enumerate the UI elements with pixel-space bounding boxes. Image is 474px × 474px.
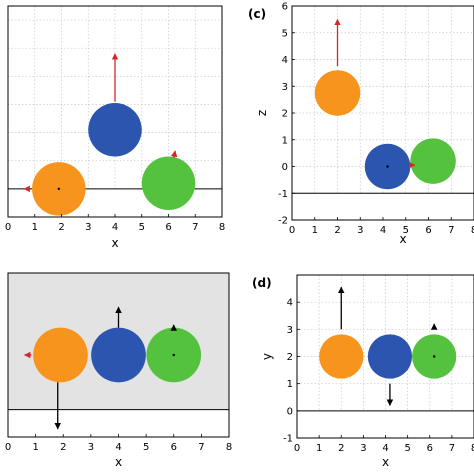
x-axis-label: x [382, 455, 389, 469]
x-tick-label: 2 [338, 443, 344, 454]
y-tick-label: 5 [282, 28, 288, 39]
x-tick-label: 3 [357, 225, 363, 236]
x-tick-label: 7 [449, 443, 455, 454]
y-axis-label: y [260, 353, 274, 360]
y-tick-label: 0 [282, 162, 288, 173]
x-tick-label: 4 [380, 225, 386, 236]
x-tick-label: 2 [58, 222, 64, 233]
x-tick-label: 7 [448, 225, 454, 236]
x-tick-label: 3 [85, 222, 91, 233]
plot-area [297, 275, 474, 438]
x-tick-label: 6 [425, 225, 431, 236]
ground-region [8, 409, 229, 437]
plot-area [8, 6, 222, 217]
x-axis-label: x [111, 236, 118, 250]
x-tick-label: 1 [312, 225, 318, 236]
particle-center [57, 187, 61, 191]
y-tick-label: 1 [287, 379, 293, 390]
panel-label: (c) [248, 7, 266, 21]
x-tick-label: 4 [115, 442, 121, 453]
y-tick-label: 0 [287, 406, 293, 417]
x-tick-label: 8 [226, 442, 232, 453]
x-axis-label: x [399, 232, 406, 246]
y-tick-label: -2 [278, 216, 288, 227]
x-tick-label: 1 [32, 442, 38, 453]
x-tick-label: 1 [316, 443, 322, 454]
y-tick-label: 3 [282, 82, 288, 93]
panel-label: (d) [252, 276, 272, 290]
y-tick-label: -1 [278, 189, 288, 200]
particle [314, 70, 361, 116]
x-tick-label: 7 [192, 222, 198, 233]
panel-3: 0 1 2 3 4 5 6 7 8 x [5, 272, 232, 469]
y-tick-label: -1 [283, 434, 293, 445]
y-tick-label: 4 [282, 55, 288, 66]
x-tick-label: 7 [198, 442, 204, 453]
x-tick-label: 2 [334, 225, 340, 236]
x-axis-label: x [115, 455, 122, 469]
x-tick-label: 3 [360, 443, 366, 454]
y-tick-label: 2 [287, 352, 293, 363]
y-tick-label: 3 [287, 325, 293, 336]
particle-center [172, 353, 175, 357]
x-tick-label: 0 [5, 442, 11, 453]
x-tick-label: 6 [427, 443, 433, 454]
x-tick-label: 0 [294, 443, 300, 454]
x-tick-label: 3 [88, 442, 94, 453]
x-tick-label: 5 [139, 222, 145, 233]
x-tick-label: 8 [471, 225, 474, 236]
particle [91, 327, 146, 383]
particle [88, 103, 142, 157]
plot-area [8, 306, 229, 437]
x-tick-label: 1 [32, 222, 38, 233]
y-tick-label: 1 [282, 135, 288, 146]
x-tick-label: 8 [219, 222, 225, 233]
y-tick-label: 4 [287, 298, 293, 309]
particle [33, 327, 88, 383]
particle [410, 138, 456, 184]
x-tick-label: 5 [404, 443, 410, 454]
particle-center [386, 165, 389, 168]
y-tick-label: 2 [282, 109, 288, 120]
x-tick-label: 8 [471, 443, 474, 454]
y-axis-label: z [255, 110, 269, 116]
x-tick-label: 4 [382, 443, 388, 454]
x-tick-label: 2 [60, 442, 66, 453]
particle [141, 156, 196, 210]
x-tick-label: 4 [112, 222, 118, 233]
x-tick-label: 6 [165, 222, 171, 233]
ground-region [297, 410, 474, 438]
force-arrow [170, 150, 178, 159]
x-tick-label: 6 [171, 442, 177, 453]
particle [367, 334, 413, 379]
particle-center [432, 355, 436, 358]
particle [319, 334, 364, 379]
panel-2: 0 1 2 3 4 5 6 7 8 -2 -1 0 1 2 3 4 5 6 x z (c) [248, 2, 474, 246]
ground-region [292, 193, 474, 220]
plot-area [292, 6, 474, 220]
panel-1: 0 1 2 3 4 5 6 7 8 x [5, 5, 225, 250]
x-tick-label: 0 [5, 222, 11, 233]
x-tick-label: 5 [143, 442, 149, 453]
x-tick-label: 0 [289, 225, 295, 236]
x-tick-label: 5 [403, 225, 409, 236]
y-tick-label: 6 [282, 2, 288, 13]
